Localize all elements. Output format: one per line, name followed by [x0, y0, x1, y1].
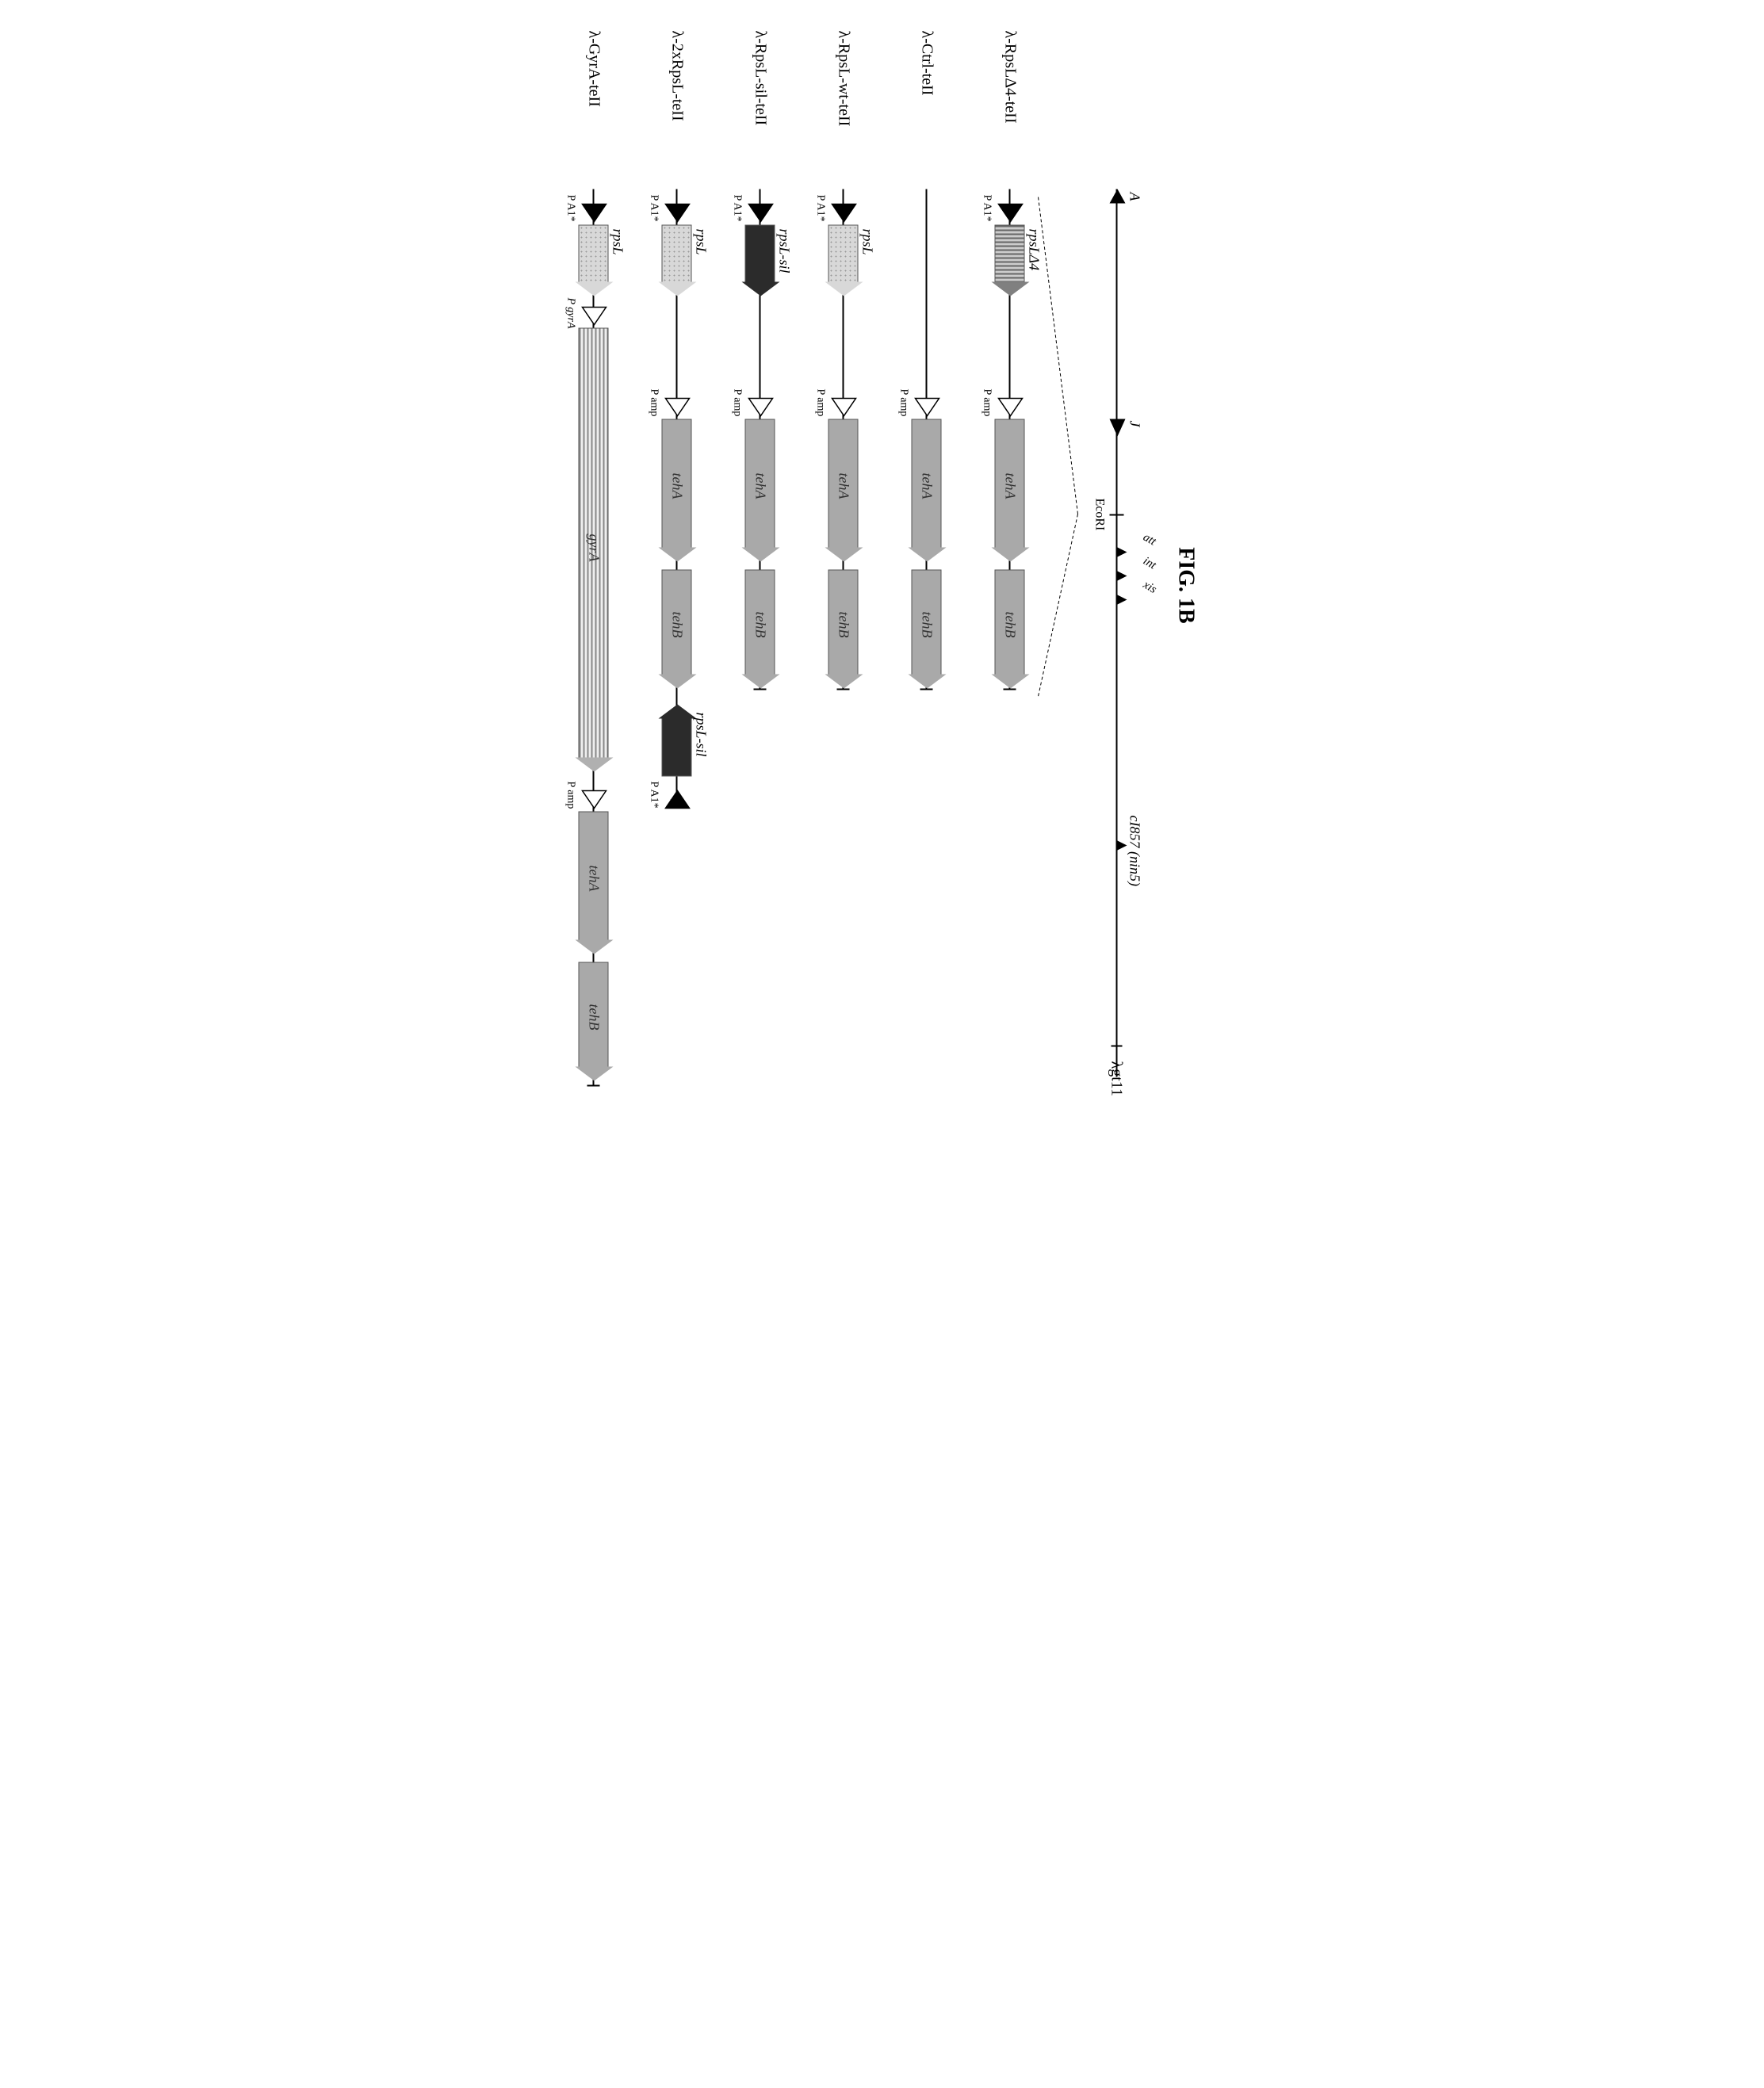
row-diagram: P A1* rpsL P amp tehA tehB [816, 189, 871, 1141]
label-J: J [1126, 421, 1142, 427]
arrow-att [1115, 546, 1128, 559]
construct-row: λ-GyrA-teII P A1* rpsL P gyrA gyrA [566, 31, 622, 1141]
label-vector: λgt11 [1107, 1061, 1125, 1097]
row-diagram: P A1* rpsL P gyrA gyrA P amp [566, 189, 622, 1141]
label-cI: cI857 (nin5) [1126, 816, 1142, 886]
label-att: att [1140, 531, 1158, 549]
gene-tehB: tehB [663, 570, 691, 689]
label-A: A [1126, 193, 1142, 201]
gene-tehB: tehB [996, 570, 1024, 689]
zoom-dashed [1038, 189, 1077, 1141]
promoter: P A1* [825, 201, 858, 225]
gene-tehB: tehB [829, 570, 858, 689]
promoter: P gyrA [576, 304, 608, 328]
tick-end [1111, 1046, 1122, 1047]
promoter: P A1* [992, 201, 1024, 225]
gene-tehB: tehB [580, 962, 608, 1081]
gene-tehA: tehA [663, 419, 691, 562]
promoter: P amp [909, 396, 941, 419]
row-label: λ-2xRpsL-teII [668, 31, 687, 189]
end-tick [1003, 689, 1016, 690]
construct-rows: λ-RpsLΔ4-teII P A1* rpsLΔ4 P amp tehA [566, 31, 1038, 1141]
gene-rpsL: rpsL [829, 225, 858, 296]
gene-tehA: tehA [829, 419, 858, 562]
end-tick [587, 1085, 599, 1087]
construct-row: λ-RpsL-wt-teII P A1* rpsL P amp tehA [816, 31, 871, 1141]
tick-ecori [1109, 514, 1123, 516]
promoter: P amp [576, 788, 608, 812]
promoter: P A1* [659, 201, 691, 225]
end-tick [836, 689, 849, 690]
gene-tehA: tehA [913, 419, 941, 562]
arrow-int [1115, 570, 1128, 583]
row-diagram: P amp tehA tehB [899, 189, 955, 1141]
gene-gyrA: gyrA [580, 328, 608, 772]
gene-rpsL-sil: rpsL-sil [746, 225, 775, 296]
gene-rpsLΔ4: rpsLΔ4 [996, 225, 1024, 296]
gene-rpsL-sil: rpsL-sil [663, 705, 691, 776]
promoter: P amp [992, 396, 1024, 419]
row-label: λ-RpsLΔ4-teII [1001, 31, 1020, 189]
gene-tehA: tehA [996, 419, 1024, 562]
arrow-xis [1115, 594, 1128, 606]
gene-tehA: tehA [580, 812, 608, 954]
gene-tehB: tehB [746, 570, 775, 689]
construct-row: λ-RpsL-sil-teII P A1* rpsL-sil P amp teh… [733, 31, 788, 1141]
row-label: λ-GyrA-teII [585, 31, 603, 189]
vector-map: AJEcoRIattintxiscI857 (nin5)λgt11 [1085, 189, 1149, 1141]
figure-title: FIG. 1B [1173, 31, 1198, 1141]
row-label: λ-RpsL-wt-teII [835, 31, 853, 189]
promoter: P amp [659, 396, 691, 419]
map-backbone [1115, 189, 1117, 1077]
construct-row: λ-Ctrl-teII P amp tehA tehB [899, 31, 955, 1141]
construct-row: λ-2xRpsL-teII P A1* rpsL P amp tehA [649, 31, 705, 1141]
promoter: P A1* [576, 201, 608, 225]
row-diagram: P A1* rpsL P amp tehA tehB [649, 189, 705, 1141]
row-diagram: P A1* rpsL-sil P amp tehA tehB [733, 189, 788, 1141]
gene-rpsL: rpsL [663, 225, 691, 296]
arrow-A [1108, 189, 1127, 205]
promoter: P A1* [742, 201, 775, 225]
label-int: int [1140, 555, 1158, 573]
promoter: P amp [825, 396, 858, 419]
gene-tehA: tehA [746, 419, 775, 562]
label-xis: xis [1140, 579, 1158, 597]
promoter: P amp [742, 396, 775, 419]
end-tick [753, 689, 766, 690]
promoter: P A1* [659, 788, 691, 812]
construct-row: λ-RpsLΔ4-teII P A1* rpsLΔ4 P amp tehA [982, 31, 1038, 1141]
row-diagram: P A1* rpsLΔ4 P amp tehA tehB [982, 189, 1038, 1141]
gene-tehB: tehB [913, 570, 941, 689]
row-label: λ-RpsL-sil-teII [752, 31, 770, 189]
row-label: λ-Ctrl-teII [918, 31, 936, 189]
figure-container: FIG. 1B A J EcoRI att int xis cI857 (nin5) λgt1… [566, 31, 1198, 1141]
end-tick [920, 689, 932, 690]
gene-rpsL: rpsL [580, 225, 608, 296]
arrow-J [1108, 419, 1127, 438]
label-ecori: EcoRI [1092, 499, 1106, 531]
